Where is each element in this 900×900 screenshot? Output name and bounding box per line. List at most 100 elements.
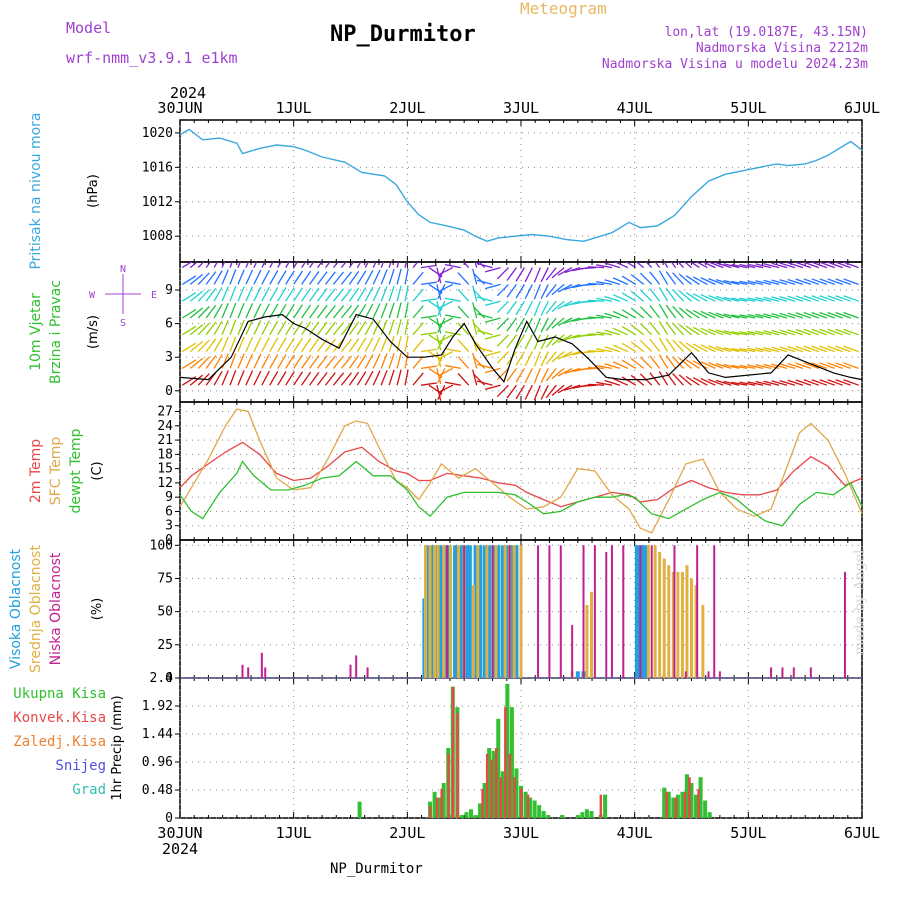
wind-arrow (524, 334, 533, 350)
wind-arrow (285, 262, 290, 268)
wind-arrow (678, 273, 692, 285)
wind-arrow (396, 285, 402, 302)
wind-arrow (205, 262, 212, 268)
wind-arrow (340, 262, 347, 269)
wind-arrow (388, 262, 392, 268)
precip-total-bar (482, 783, 487, 818)
wind-arrow (779, 295, 796, 302)
wind-arrow (285, 287, 295, 302)
wind-arrow (205, 355, 217, 369)
wind-arrow (639, 306, 653, 319)
wind-arrow (658, 337, 669, 352)
wind-arrow (692, 360, 708, 369)
wind-arrow (827, 379, 843, 386)
cloud-bar (467, 545, 472, 678)
wind-arrow (438, 317, 454, 326)
y-tick-label: 6 (165, 317, 173, 332)
wind-arrow (835, 328, 851, 336)
pressure-axis-title: Pritisak na nivou mora (28, 112, 44, 269)
wind-arrow (658, 371, 669, 386)
wind-arrow (324, 338, 336, 353)
wind-arrow (380, 262, 385, 268)
wind-arrow (277, 337, 287, 352)
wind-arrow (580, 283, 597, 287)
precip-total-bar (523, 791, 528, 818)
wind-arrow (587, 316, 605, 319)
cloud-bar (673, 545, 676, 678)
wind-arrow (396, 262, 400, 268)
wind-arrow (472, 285, 478, 302)
wind-arrow (665, 371, 677, 386)
compass-south-label: S (120, 318, 126, 329)
wind-arrow (438, 283, 454, 293)
wind-arrow (506, 284, 517, 298)
wind-arrow (293, 287, 304, 302)
wind-arrow (444, 297, 461, 302)
wind-arrow (301, 262, 307, 268)
wind-arrow (630, 374, 645, 386)
wind-arrow (317, 288, 328, 302)
wind-arrow (835, 362, 851, 370)
wind-arrow (181, 359, 197, 369)
cloud-bar (485, 545, 489, 678)
cloud-bar (505, 545, 510, 678)
wind-arrow (755, 380, 772, 386)
wind-arrow (545, 317, 557, 331)
wind-arrow (205, 288, 217, 302)
temp-axis-title-2m: 2m Temp (28, 439, 44, 503)
wind-arrow (420, 298, 437, 302)
cloud-bar (639, 545, 644, 678)
bottom-date-label: 5JUL (730, 824, 766, 842)
bottom-year-label: 2024 (162, 840, 198, 858)
cloud-bar (770, 667, 773, 678)
wind-arrow (779, 279, 796, 286)
wind-arrow (524, 368, 533, 383)
wind-arrow (731, 364, 748, 370)
wind-arrow (301, 287, 312, 302)
temp-series-line (179, 408, 863, 534)
wind-arrow (708, 278, 724, 286)
wind-arrow (630, 290, 645, 302)
cloud-bar (605, 551, 608, 678)
wind-arrow (444, 314, 461, 319)
cloud-axis-title-mid: Srednja Oblacnost (28, 545, 44, 673)
wind-arrow (309, 371, 320, 386)
wind-arrow (277, 371, 287, 386)
wind-arrow (404, 318, 409, 335)
wind-arrow (596, 297, 613, 302)
wind-arrow (364, 320, 374, 336)
wind-arrow (827, 262, 843, 269)
wind-arrow (388, 302, 395, 319)
wind-arrow (557, 351, 573, 360)
station-title: NP_Durmitor (330, 22, 476, 47)
wind-arrow (229, 286, 237, 302)
wind-arrow (685, 325, 700, 336)
cloud-bar (260, 652, 263, 678)
cloud-bar (436, 545, 440, 678)
wind-arrow (309, 262, 315, 268)
wind-arrow (787, 362, 804, 370)
wind-arrow (811, 345, 827, 353)
wind-arrow (658, 320, 669, 336)
cloud-bar (696, 545, 699, 678)
y-tick-label: 21 (157, 433, 173, 448)
wind-arrow (819, 295, 835, 302)
wind-arrow (795, 379, 812, 386)
compass-east-label: E (151, 290, 157, 301)
wind-arrow (372, 269, 381, 285)
wind-arrow (245, 262, 250, 268)
product-title: Meteogram (520, 0, 607, 18)
wind-arrow (293, 337, 304, 352)
wind-arrow (723, 313, 740, 319)
y-tick-label: 9 (165, 283, 173, 298)
precip-total-bar (459, 815, 464, 818)
wind-arrow (380, 286, 388, 302)
wind-arrow (621, 292, 637, 302)
wind-arrow (213, 303, 223, 319)
wind-arrow (472, 373, 486, 386)
wind-arrow (843, 295, 859, 302)
wind-arrow (253, 336, 262, 352)
wind-arrow (747, 313, 764, 319)
precip-total-bar (468, 809, 473, 818)
wind-arrow (700, 377, 716, 386)
